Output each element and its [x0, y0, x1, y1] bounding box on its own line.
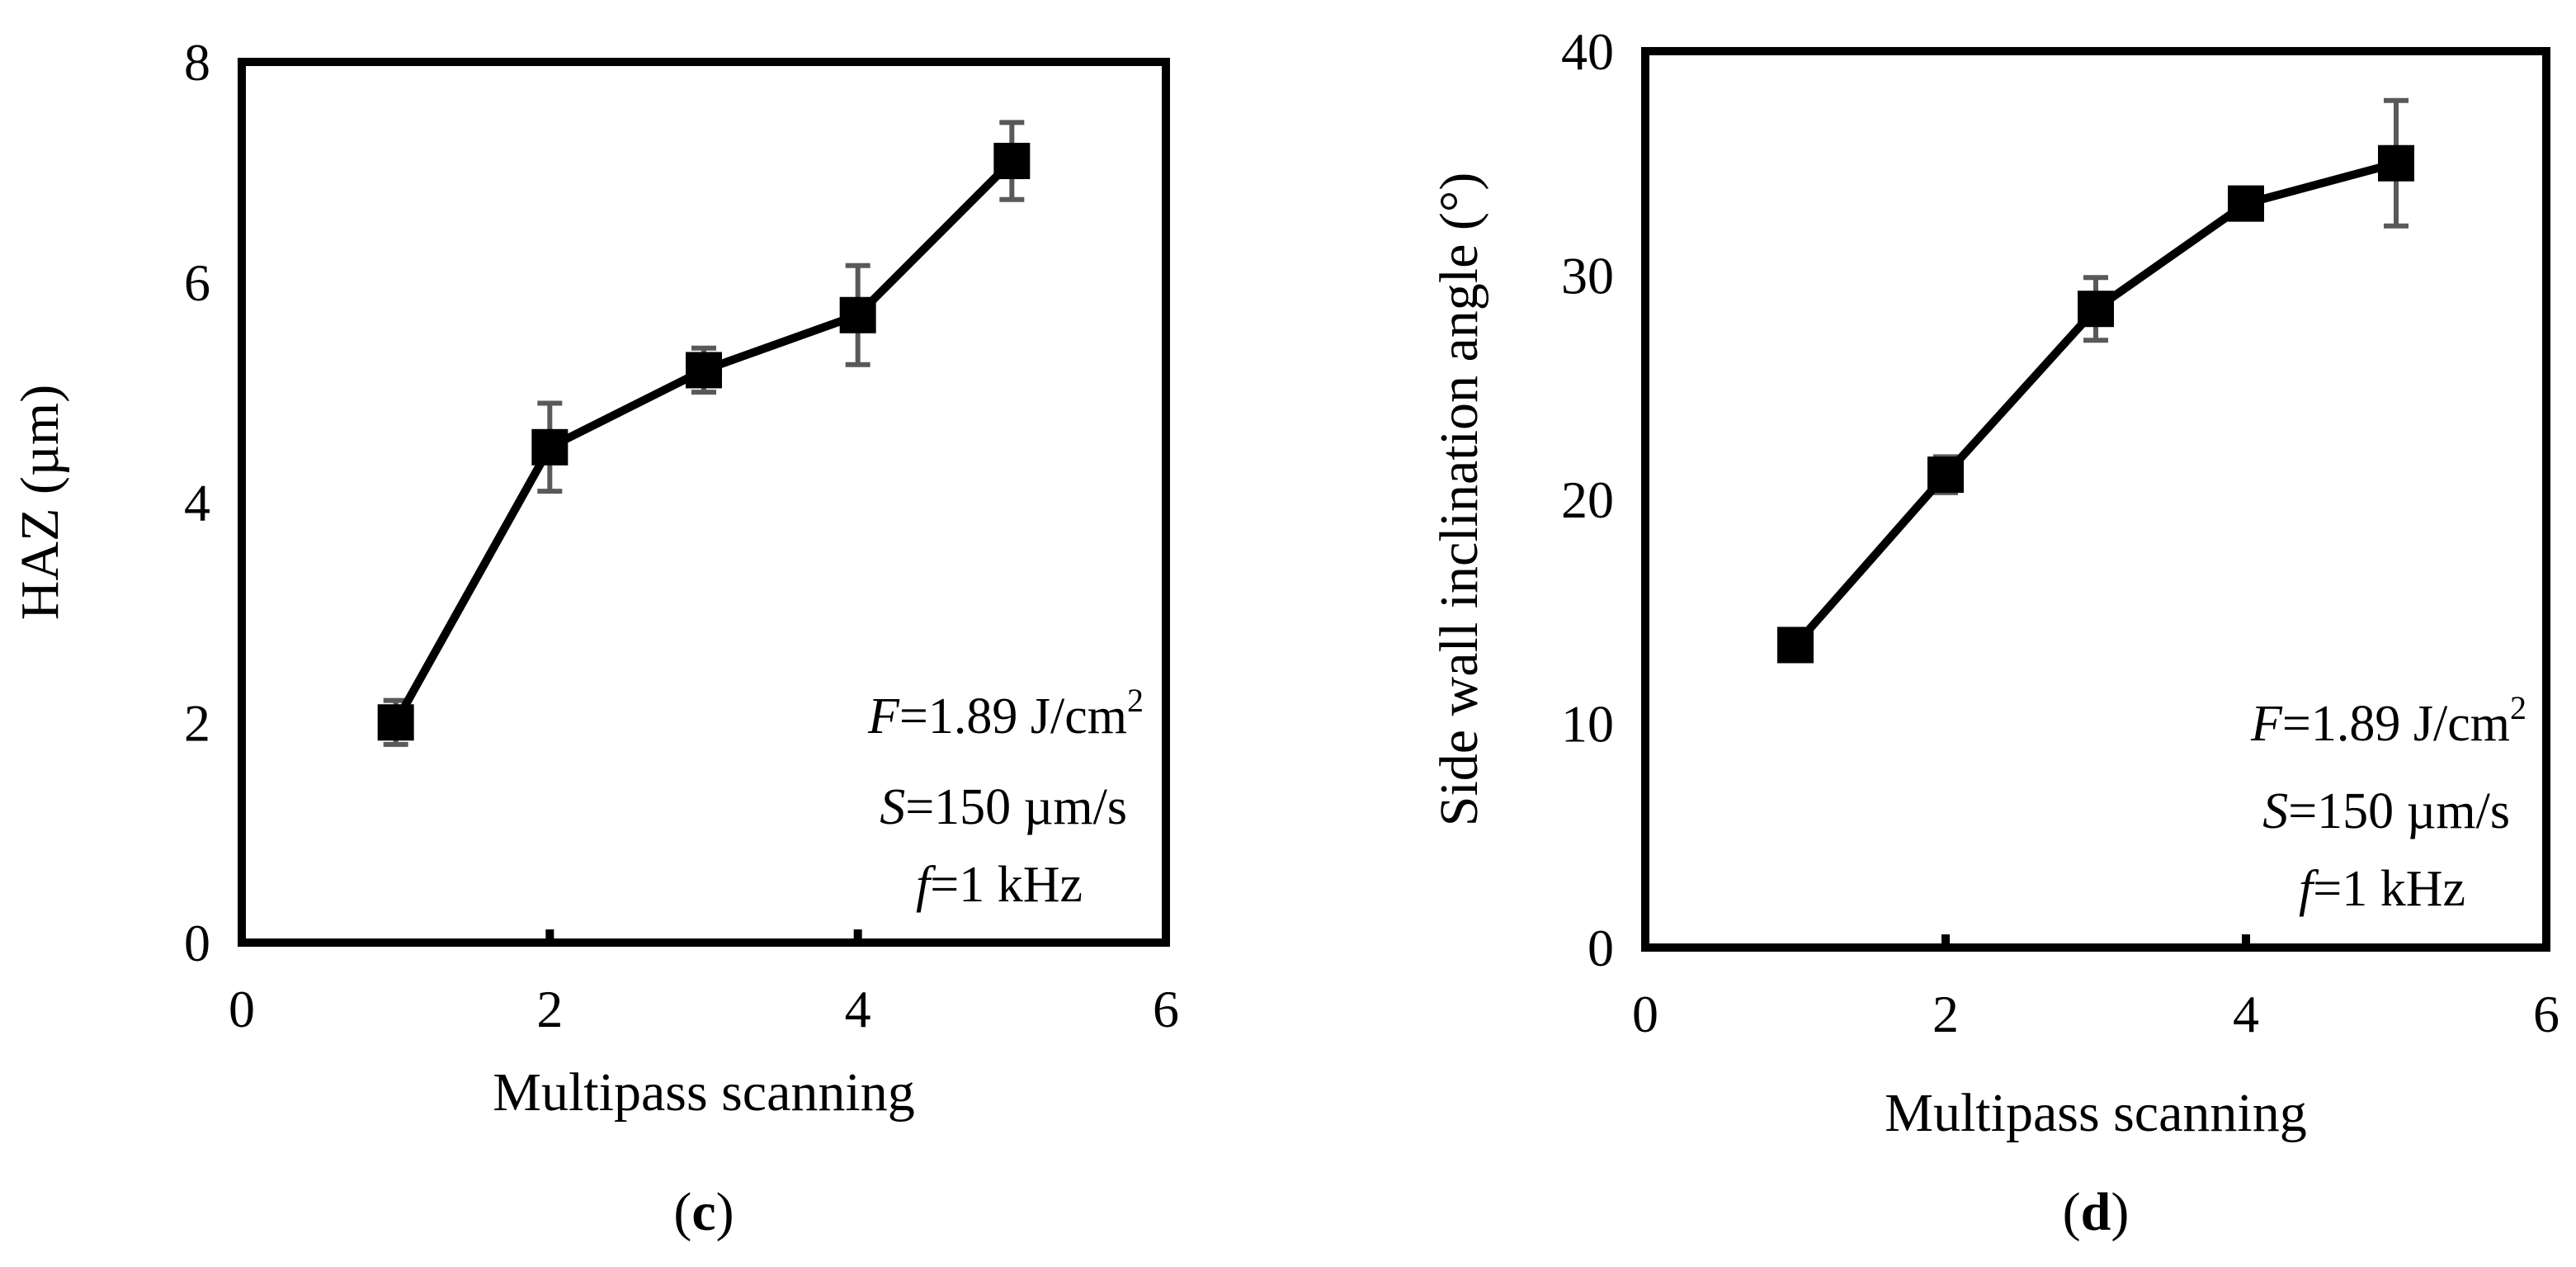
- x-axis-title: Multipass scanning: [1885, 1083, 2306, 1143]
- data-point: [531, 428, 569, 466]
- data-point: [839, 296, 876, 333]
- data-point: [2228, 185, 2264, 222]
- series-line: [1792, 158, 2398, 648]
- data-point: [2378, 144, 2414, 182]
- annotation-speed: S=150 µm/s: [2262, 783, 2510, 839]
- y-tick-label: 2: [184, 693, 210, 752]
- y-tick-label: 0: [1588, 919, 1614, 977]
- annotation-speed: S=150 µm/s: [880, 779, 1127, 835]
- series-line: [392, 158, 1015, 725]
- data-point: [686, 352, 722, 389]
- data-point: [993, 143, 1031, 180]
- data-point: [377, 704, 414, 741]
- annotation-fluence: F=1.89 J/cm2: [867, 682, 1144, 745]
- y-tick-label: 30: [1561, 247, 1614, 305]
- panel-label: (c): [673, 1182, 734, 1242]
- y-axis-title: Side wall inclination angle (°): [1429, 173, 1489, 827]
- x-tick-label: 0: [1632, 985, 1658, 1043]
- y-tick-label: 0: [184, 914, 210, 972]
- x-tick-label: 4: [2233, 985, 2259, 1043]
- data-point: [1777, 626, 1814, 664]
- plot-frame: [1641, 47, 2550, 952]
- annotation-frequency: f=1 kHz: [2299, 861, 2465, 917]
- x-tick-label: 2: [536, 980, 563, 1038]
- plot-frame: [238, 58, 1170, 947]
- x-tick-label: 2: [1932, 985, 1959, 1043]
- y-tick-label: 4: [184, 474, 210, 532]
- data-point: [1927, 456, 1964, 494]
- x-tick-label: 0: [229, 980, 255, 1038]
- y-axis-title: HAZ (µm): [10, 385, 70, 620]
- x-tick-label: 6: [1153, 980, 1179, 1038]
- y-tick-label: 8: [184, 33, 210, 92]
- y-tick-label: 10: [1561, 695, 1614, 754]
- annotation-fluence: F=1.89 J/cm2: [2250, 689, 2526, 752]
- chart-panel-d: 0 2 4 6 0 10 20 30 40 Multipass scanning Side wall…: [1429, 22, 2559, 1242]
- annotation-frequency: f=1 kHz: [916, 857, 1083, 913]
- panel-label: (d): [2063, 1182, 2130, 1242]
- y-tick-label: 40: [1561, 22, 1614, 81]
- data-point: [2078, 291, 2114, 328]
- x-tick-label: 4: [845, 980, 871, 1038]
- chart-panel-c: 0 2 4 6 0 2 4 6 8 Multipass scanning HAZ (µm) F=1.8…: [10, 33, 1179, 1242]
- x-axis-title: Multipass scanning: [493, 1062, 914, 1123]
- x-tick-label: 6: [2533, 985, 2559, 1043]
- y-tick-label: 6: [184, 253, 210, 312]
- y-tick-label: 20: [1561, 470, 1614, 529]
